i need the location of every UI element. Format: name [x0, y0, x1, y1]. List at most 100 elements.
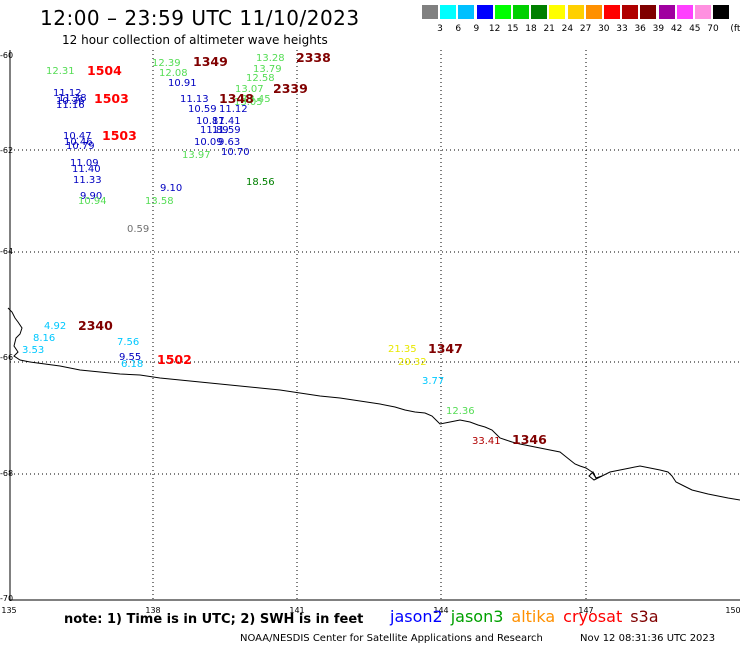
lat-label: -68: [0, 469, 13, 478]
pass-number: 1504: [87, 63, 122, 78]
wave-height-value: 11.12: [219, 104, 248, 115]
wave-height-value: 33.41: [472, 436, 501, 447]
lon-label: 144: [433, 606, 448, 615]
wave-height-value: 11.09: [70, 158, 99, 169]
pass-number: 1346: [512, 432, 547, 447]
wave-height-value: 6.18: [121, 359, 143, 370]
scale-swatch: [622, 5, 639, 19]
wave-height-value: 13.97: [182, 150, 211, 161]
scale-label: 3: [437, 24, 443, 34]
wave-height-value: 4.92: [44, 321, 66, 332]
wave-height-value: 11.40: [72, 164, 101, 175]
scale-label: 36: [634, 24, 646, 34]
wave-height-value: 9.90: [80, 191, 102, 202]
scale-swatch: [713, 5, 730, 19]
pass-number: 1348: [219, 91, 254, 106]
wave-height-value: 11.13: [180, 94, 209, 105]
credit-text: NOAA/NESDIS Center for Satellite Applica…: [240, 633, 543, 644]
scale-label: 12: [488, 24, 501, 34]
legend-jason3: jason3: [450, 607, 504, 626]
wave-height-value: 10.46: [64, 137, 93, 148]
lat-label: -60: [0, 51, 13, 60]
satellite-legend: jason2 jason3 altika cryosat s3a: [390, 607, 667, 626]
wave-height-value: 12.58: [246, 73, 275, 84]
wave-height-value: 13.79: [253, 64, 282, 75]
wave-height-value: 21.35: [388, 344, 417, 355]
scale-swatch: [549, 5, 566, 19]
scale-unit: (ft): [730, 24, 740, 34]
wave-height-value: 20.32: [398, 357, 427, 368]
scale-label: 6: [455, 24, 462, 34]
lon-label: 141: [289, 606, 304, 615]
legend-s3a: s3a: [630, 607, 659, 626]
wave-height-value: 12.36: [446, 406, 475, 417]
scale-swatch: [585, 5, 602, 19]
wave-height-value: 3.77: [422, 376, 444, 387]
wave-height-value: 13.45: [242, 94, 271, 105]
scale-label: 42: [670, 24, 683, 34]
scale-swatch: [531, 5, 548, 19]
wave-height-value: 9.63: [218, 137, 240, 148]
scale-label: 9: [473, 24, 480, 34]
wave-height-value: 13.07: [235, 84, 264, 95]
lon-label: 135: [1, 606, 16, 615]
lon-label: 150: [725, 606, 740, 615]
wave-height-value: 11.38: [58, 93, 87, 104]
scale-label: 70: [707, 24, 719, 34]
scale-swatch: [640, 5, 657, 19]
scale-label: 33: [616, 24, 628, 34]
lat-label: -62: [0, 146, 13, 155]
wave-height-value: 9.10: [160, 183, 182, 194]
scale-swatch: [604, 5, 620, 19]
pass-number: 1349: [193, 54, 228, 69]
scale-swatch: [440, 5, 457, 19]
lat-label: -70: [0, 594, 13, 603]
graticule: [10, 50, 740, 600]
pass-number: 2338: [296, 50, 331, 65]
wave-height-value: 10.70: [221, 147, 250, 158]
pass-number: 1502: [157, 352, 192, 367]
scale-label: 15: [507, 24, 519, 34]
generated-timestamp: Nov 12 08:31:36 UTC 2023: [580, 633, 716, 644]
pass-number: 1503: [102, 128, 137, 143]
wave-height-value: 9.55: [119, 352, 141, 363]
scale-swatch: [422, 5, 438, 19]
scale-swatch: [658, 5, 675, 19]
axis-labels: -60 -62 -64 -66 -68 -70 135 138 141 144 147 150: [0, 51, 740, 615]
lon-label: 147: [578, 606, 593, 615]
wave-height-value: 11.41: [212, 116, 241, 127]
wave-height-value: 13.05: [234, 97, 263, 108]
scale-label: 21: [543, 24, 555, 34]
scale-swatch: [458, 5, 475, 19]
antarctic-coastline: [7, 307, 740, 501]
lat-label: -64: [0, 247, 13, 256]
satellite-pass-labels: 1504 1503 1503 1349 2338 1348 2339 2340 1502 1347…: [78, 50, 547, 447]
wave-height-value: 13.28: [256, 53, 285, 64]
wave-height-value: 7.56: [117, 337, 139, 348]
scale-swatch: [676, 5, 693, 19]
wave-height-value: 10.36: [56, 96, 85, 107]
pass-number: 1347: [428, 341, 463, 356]
wave-height-value: 10.94: [78, 196, 107, 207]
scale-swatch: [476, 5, 493, 19]
wave-height-value: 11.33: [73, 175, 102, 186]
wave-height-value: 12.31: [46, 66, 75, 77]
wave-height-value: 11.12: [53, 88, 82, 99]
scale-swatch: [567, 5, 584, 19]
legend-cryosat: cryosat: [563, 607, 623, 626]
pass-number: 2340: [78, 318, 113, 333]
scale-label: 24: [561, 24, 574, 34]
wave-height-value: 8.16: [33, 333, 55, 344]
lon-label: 138: [145, 606, 160, 615]
wave-height-value: 13.58: [145, 196, 174, 207]
wave-height-value: 0.59: [127, 224, 149, 235]
scale-swatch: [513, 5, 529, 19]
wave-height-value: 10.47: [63, 131, 92, 142]
wave-height-value: 10.09: [194, 137, 223, 148]
wave-height-value: 10.91: [168, 78, 197, 89]
wave-height-value: 3.53: [22, 345, 44, 356]
wave-height-value: 18.56: [246, 177, 275, 188]
legend-jason2: jason2: [390, 607, 443, 626]
wave-height-value: 10.59: [188, 104, 217, 115]
